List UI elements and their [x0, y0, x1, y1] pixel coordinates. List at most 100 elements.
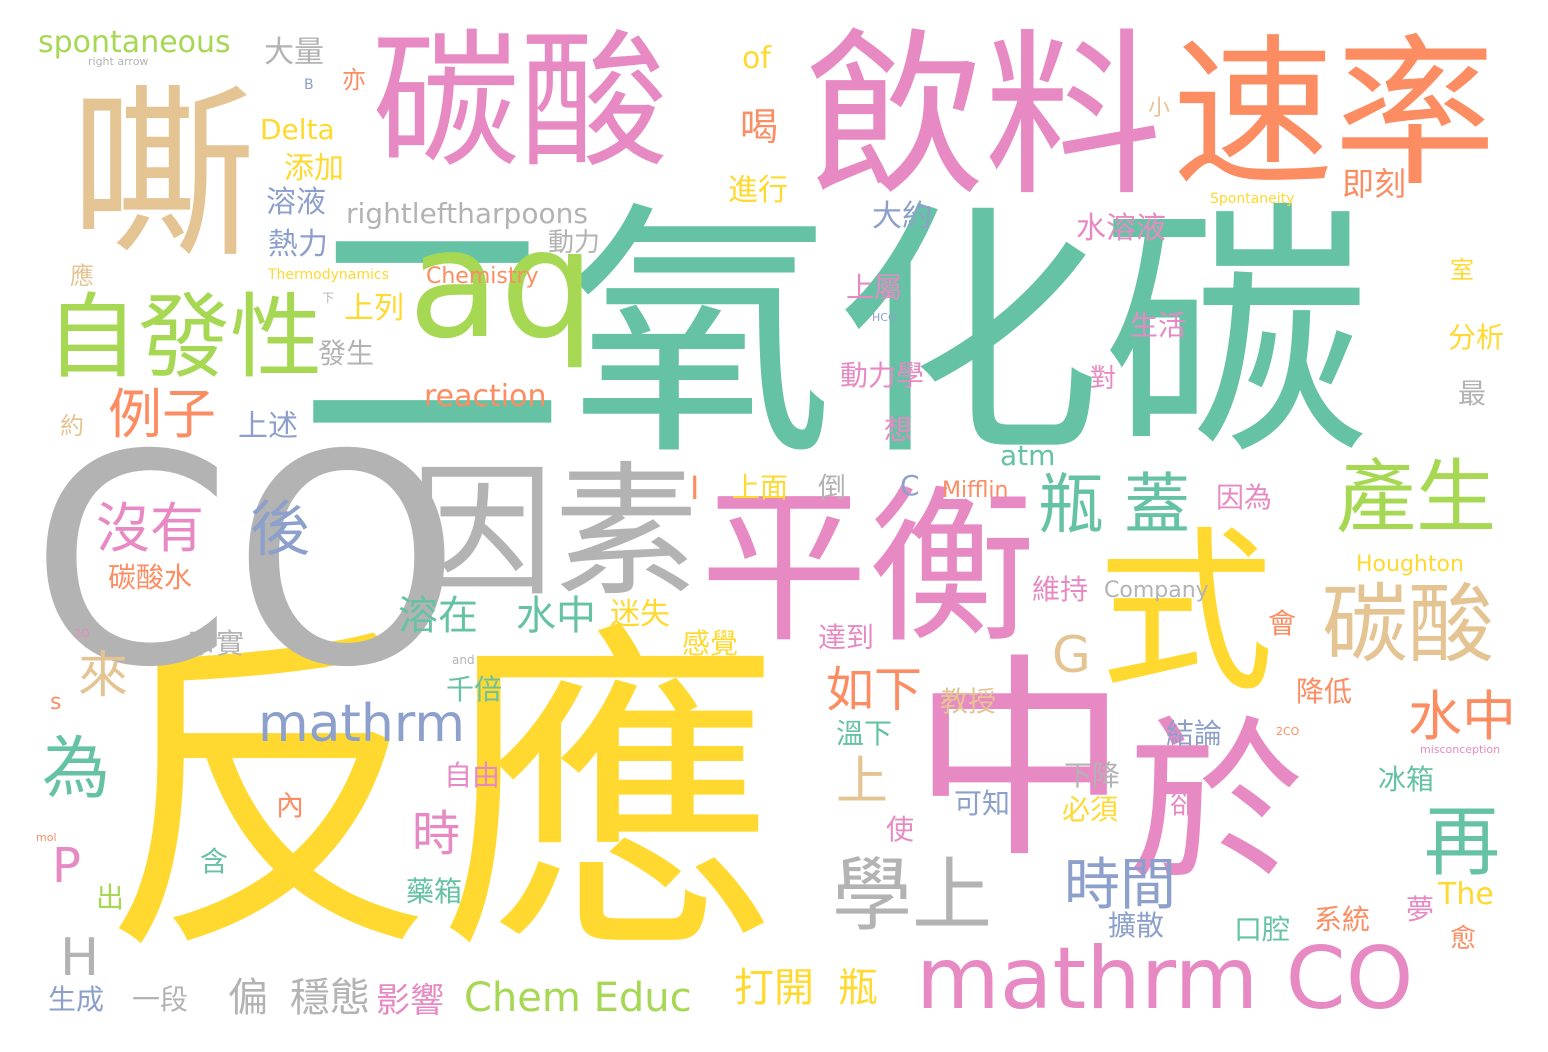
cloud-word: HCO: [872, 311, 897, 324]
cloud-word: rightleftharpoons: [346, 197, 588, 230]
cloud-word: 大量: [264, 35, 324, 70]
cloud-word: 倒: [818, 471, 847, 504]
cloud-word: 碳酸: [372, 16, 668, 188]
cloud-word: 水溶液: [1076, 211, 1166, 246]
cloud-word: 進行: [728, 173, 788, 208]
cloud-word: 想: [884, 413, 913, 446]
cloud-word: 水中: [1408, 685, 1516, 748]
cloud-word: 碳酸: [1322, 575, 1494, 675]
cloud-word: reaction: [424, 379, 547, 414]
cloud-word: 大約: [872, 199, 932, 234]
cloud-word: 夢: [1406, 893, 1435, 926]
cloud-word: G: [1052, 626, 1091, 684]
cloud-word: 2O: [74, 627, 90, 640]
cloud-word: 降低: [1296, 675, 1353, 708]
cloud-word: 時: [412, 806, 461, 862]
cloud-word: mathrm: [258, 694, 465, 754]
cloud-word: 於: [1128, 701, 1305, 906]
cloud-word: 嘶: [70, 66, 257, 283]
cloud-word: 達到: [818, 621, 875, 654]
cloud-word: 系統: [1314, 903, 1371, 936]
cloud-word: 因為: [1216, 481, 1273, 514]
cloud-word: 口腔: [1234, 913, 1291, 946]
cloud-word: 動力學: [840, 359, 925, 392]
cloud-word: 自發性: [46, 284, 323, 391]
cloud-word: CO: [30, 394, 461, 731]
cloud-word: 為: [42, 730, 111, 809]
cloud-word: 下: [322, 291, 335, 305]
cloud-word: 影響: [376, 981, 444, 1021]
cloud-word: 應: [70, 262, 94, 290]
cloud-word: 反應: [100, 600, 780, 996]
cloud-word: 維持: [1032, 573, 1089, 606]
cloud-word: 千倍: [446, 673, 503, 706]
cloud-word: 上屬: [846, 271, 903, 304]
cloud-word: I: [690, 469, 700, 507]
cloud-word: 中: [912, 636, 1129, 887]
cloud-word: spontaneous: [38, 25, 231, 60]
cloud-word: 速率: [1172, 21, 1496, 209]
cloud-word: 時間: [1064, 853, 1176, 918]
cloud-word: 室: [1450, 256, 1474, 284]
cloud-word: 溶在: [398, 593, 478, 639]
cloud-word: Chem Educ: [464, 975, 692, 1021]
cloud-word: atm: [1000, 439, 1056, 472]
cloud-word: 會: [1268, 607, 1297, 640]
cloud-word: 來: [78, 646, 128, 704]
cloud-word: 結論: [1166, 717, 1223, 750]
cloud-word: 上述: [238, 409, 298, 444]
cloud-word: 動力: [548, 228, 601, 258]
cloud-word: mathrm CO: [916, 929, 1414, 1029]
cloud-word: 式: [1098, 511, 1275, 716]
cloud-word: 添加: [284, 151, 344, 186]
cloud-word: 教授: [940, 685, 997, 718]
cloud-word: 因素: [410, 448, 699, 616]
cloud-word: 水中: [516, 593, 596, 639]
cloud-word: 自由: [444, 759, 501, 792]
cloud-word: 例子: [108, 383, 216, 446]
cloud-word: 溫下: [836, 717, 893, 750]
cloud-word: 碳酸水: [108, 561, 193, 594]
cloud-word: 分析: [1448, 321, 1505, 354]
cloud-word: 產生: [1336, 451, 1496, 544]
cloud-word: 2CO: [1276, 725, 1300, 738]
cloud-word: B: [304, 77, 314, 93]
cloud-word: 對: [1090, 364, 1117, 394]
cloud-word: Houghton: [1356, 552, 1464, 577]
cloud-word: Thermodynamics: [268, 267, 389, 283]
cloud-word: 上列: [344, 291, 404, 326]
cloud-word: 內: [276, 789, 305, 822]
cloud-word: 使: [886, 813, 915, 846]
cloud-word: 下降: [1064, 759, 1121, 792]
cloud-word: 溶液: [266, 185, 326, 220]
cloud-word: P: [52, 838, 81, 894]
cloud-word: 如下: [826, 662, 923, 718]
cloud-word: 藥箱: [406, 875, 463, 908]
cloud-word: 愈: [1450, 924, 1477, 954]
cloud-word: 最: [1458, 377, 1487, 410]
cloud-word: H: [60, 928, 100, 988]
cloud-word: 約: [60, 412, 84, 440]
cloud-word: 飲料: [806, 13, 1162, 220]
cloud-word: 平衡: [700, 470, 1036, 666]
cloud-word: 出: [96, 881, 125, 914]
cloud-word: Delta: [260, 113, 335, 146]
cloud-word: C: [900, 469, 920, 502]
cloud-word: 生成: [48, 983, 105, 1016]
cloud-word: and: [452, 653, 475, 667]
cloud-word: 蓋: [1124, 466, 1190, 543]
cloud-word: 偏: [228, 975, 268, 1021]
cloud-word: 亦: [342, 66, 366, 94]
cloud-word: 喝: [740, 105, 779, 149]
cloud-word: 後: [250, 495, 310, 565]
cloud-word: 感覺: [682, 627, 739, 660]
cloud-word: 發生: [318, 337, 375, 370]
cloud-word: 學上: [832, 849, 992, 942]
cloud-word: 必須: [1062, 793, 1119, 826]
cloud-word: mol: [36, 831, 57, 844]
cloud-word: s: [50, 690, 62, 715]
cloud-word: 上面: [732, 471, 789, 504]
cloud-word: misconception: [1420, 743, 1501, 756]
cloud-word: 事實: [188, 627, 245, 660]
